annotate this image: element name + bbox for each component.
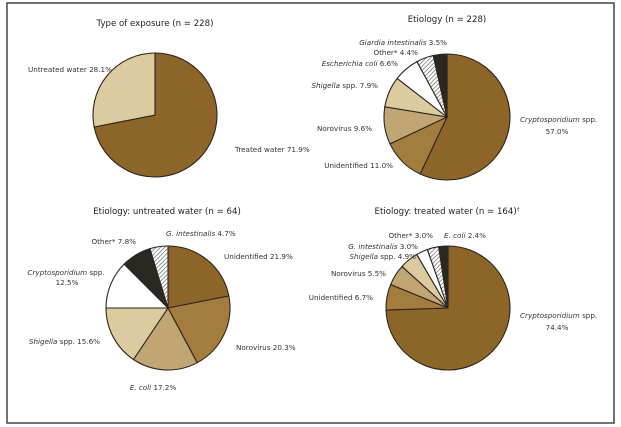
slice-label-cryptosporidium: Cryptosporidium spp. xyxy=(27,268,104,277)
slice-label-other: Other* 4.4% xyxy=(373,48,418,57)
slice-value-cryptosporidium: 74.4% xyxy=(546,323,569,332)
slice-label-treated-water: Treated water 71.9% xyxy=(234,145,310,154)
slice-label-other: Other* 7.8% xyxy=(91,237,136,246)
pie-slice-e-coli xyxy=(438,245,449,309)
slice-label-g-intestinalis: G. intestinalis 4.7% xyxy=(166,229,236,238)
slice-label-unidentified: Unidentified 11.0% xyxy=(324,161,393,170)
slice-label-norovirus: Norovirus 5.5% xyxy=(331,269,386,278)
slice-label-escherichia-coli: Escherichia coli 6.6% xyxy=(322,59,398,68)
slice-label-shigella: Shigella spp. 15.6% xyxy=(29,337,100,346)
chart-title: Etiology: untreated water (n = 64) xyxy=(93,207,241,217)
slice-label-untreated-water: Untreated water 28.1% xyxy=(28,65,112,74)
slice-label-shigella: Shigella spp. 7.9% xyxy=(312,81,379,90)
slice-value-cryptosporidium: 12.5% xyxy=(56,278,79,287)
chart-title: Type of exposure (n = 228) xyxy=(96,19,214,29)
slice-label-e-coli: E. coli 17.2% xyxy=(130,383,177,392)
pie-chart-type-of-exposure-n-228: Type of exposure (n = 228) Treated water … xyxy=(28,19,310,178)
slice-value-cryptosporidium: 57.0% xyxy=(546,127,569,136)
slice-label-g-intestinalis: G. intestinalis 3.0% xyxy=(348,242,418,251)
slice-label-giardia-intestinalis: Giardia intestinalis 3.5% xyxy=(359,38,447,47)
slice-label-unidentified: Unidentified 21.9% xyxy=(224,252,293,261)
pie-chart-etiology-untreated-water-n-64: Etiology: untreated water (n = 64) Uniden… xyxy=(27,207,295,392)
slice-label-other: Other* 3.0% xyxy=(388,231,433,240)
pie-slice-shigella xyxy=(105,307,170,361)
pie-slice-giardia-intestinalis xyxy=(432,53,448,118)
slice-label-norovirus: Norovirus 9.6% xyxy=(317,124,372,133)
slice-label-unidentified: Unidentified 6.7% xyxy=(309,293,373,302)
pie-chart-etiology-treated-water-n-164: Etiology: treated water (n = 164)† Crypto… xyxy=(309,207,597,371)
pie-slice-untreated-water xyxy=(92,52,156,128)
pie-slice-unidentified xyxy=(167,245,230,309)
pie-slice-g-intestinalis xyxy=(149,245,169,309)
figure-border xyxy=(6,2,615,424)
pie-slice-treated-water xyxy=(93,52,218,178)
slice-label-shigella: Shigella spp. 4.9% xyxy=(350,252,417,261)
pie-chart-etiology-n-228: Etiology (n = 228) Cryptosporidium spp. 57… xyxy=(312,15,597,181)
slice-label-cryptosporidium: Cryptosporidium spp. xyxy=(520,115,597,124)
chart-title: Etiology (n = 228) xyxy=(408,15,487,25)
pie-slice-norovirus xyxy=(167,295,231,364)
pie-slice-e-coli xyxy=(132,306,198,371)
slice-label-e-coli: E. coli 2.4% xyxy=(444,231,486,240)
slice-label-norovirus: Norovirus 20.3% xyxy=(236,343,296,352)
pie-slice-cryptosporidium xyxy=(419,53,511,181)
chart-title: Etiology: treated water (n = 164)† xyxy=(375,207,520,217)
slice-label-cryptosporidium: Cryptosporidium spp. xyxy=(520,311,597,320)
